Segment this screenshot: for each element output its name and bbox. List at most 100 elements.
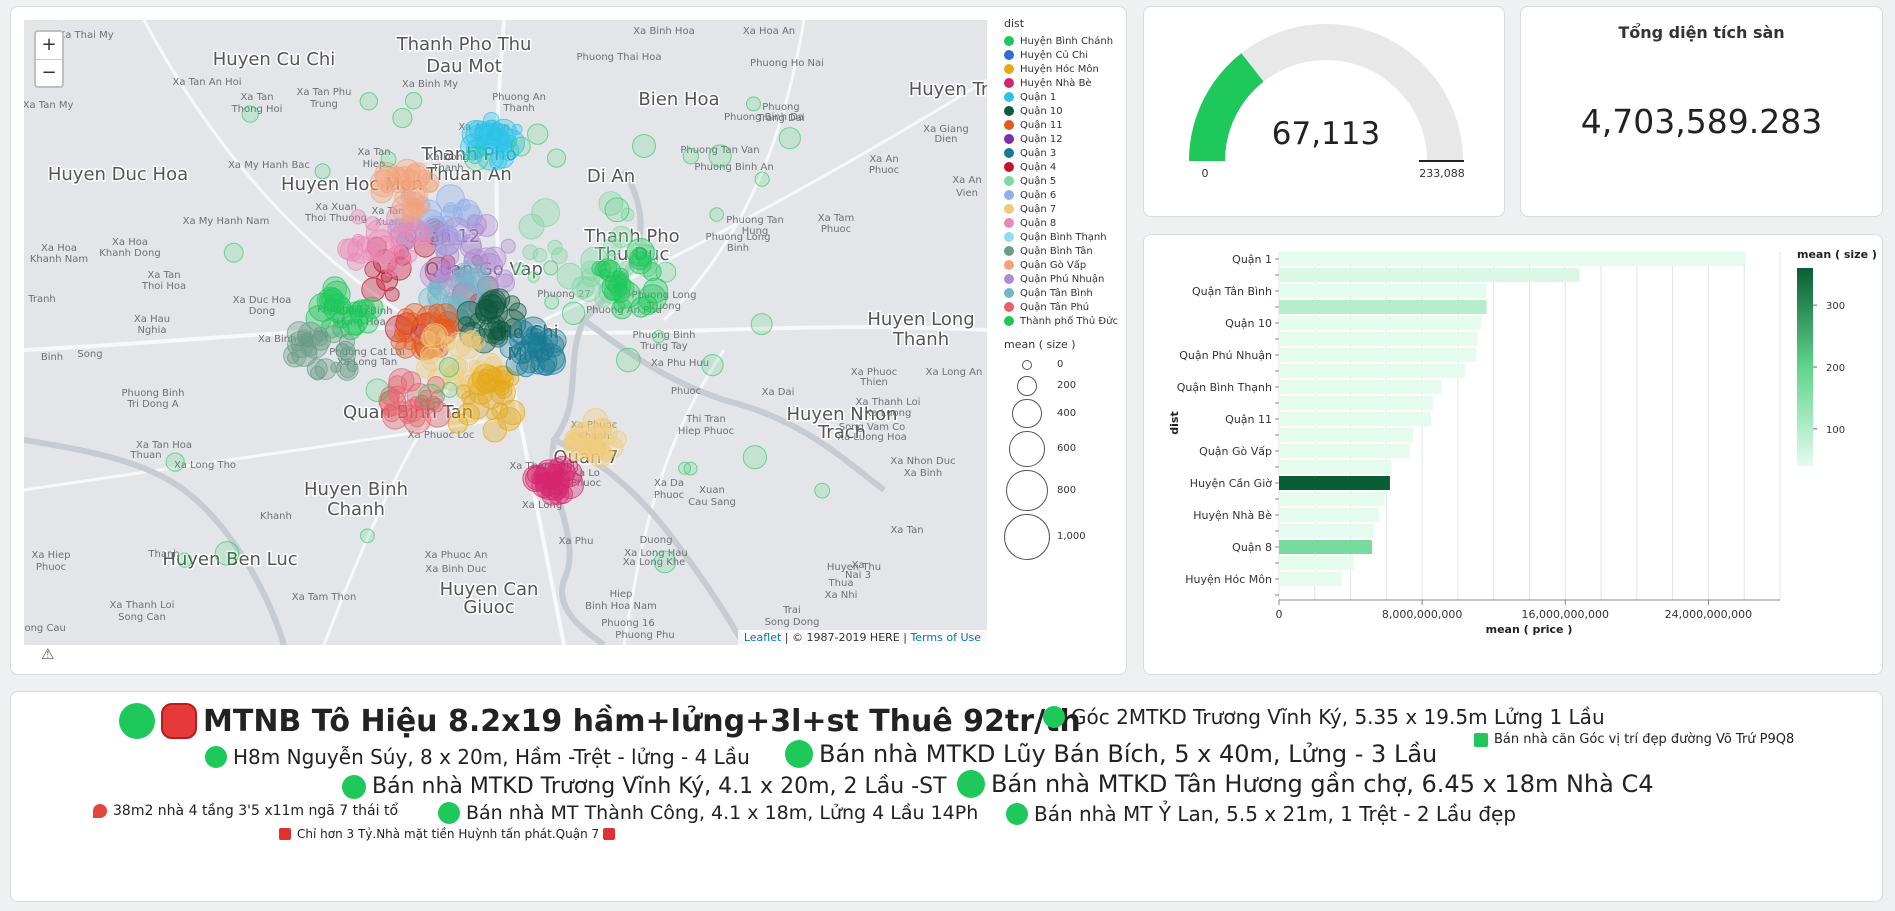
listing-point[interactable] [594,425,608,440]
listing-point[interactable] [603,437,624,458]
listing-point[interactable] [496,273,515,293]
listing-point[interactable] [708,144,732,168]
listing-point[interactable] [551,247,568,265]
bar[interactable] [1279,428,1414,442]
listing-point[interactable] [522,464,550,493]
bar[interactable] [1279,268,1580,282]
legend-item[interactable]: Huyện Bình Chánh [1004,34,1124,48]
bar[interactable] [1279,492,1385,506]
listing-point[interactable] [632,247,645,260]
listing-point[interactable] [322,276,348,302]
legend-item[interactable]: Quận 10 [1004,104,1124,118]
listing-point[interactable] [538,347,566,375]
bar[interactable] [1279,508,1380,522]
legend-item[interactable]: Quận Bình Tân [1004,244,1124,258]
listing-point[interactable] [438,357,460,378]
listing-point[interactable] [535,475,554,493]
listing-point[interactable] [499,399,526,426]
listing-point[interactable] [518,351,541,374]
listing-point[interactable] [223,242,244,263]
listing-point[interactable] [321,288,344,311]
bar[interactable] [1279,252,1747,266]
listing-point[interactable] [522,244,539,260]
listing-point[interactable] [469,125,484,140]
listing-point[interactable] [479,298,491,311]
listing-point[interactable] [420,331,436,347]
bar[interactable] [1279,556,1355,570]
listing-point[interactable] [709,207,725,222]
listing-point[interactable] [403,405,431,434]
listing-point[interactable] [542,328,567,353]
legend-item[interactable]: Quận 7 [1004,202,1124,216]
listing-point[interactable] [701,354,724,377]
listing-point[interactable] [384,166,409,191]
listing-point[interactable] [241,105,259,123]
legend-item[interactable]: Quận Bình Thạnh [1004,230,1124,244]
listing-point[interactable] [570,447,584,461]
bar[interactable] [1279,364,1466,378]
listing-point[interactable] [424,179,438,193]
bar[interactable] [1279,524,1374,538]
listing-title[interactable]: Bán nhà căn Góc vị trí đẹp đường Võ Trứ … [1474,732,1794,747]
bar[interactable] [1279,412,1432,426]
listing-point[interactable] [600,447,614,461]
listing-point[interactable] [412,227,426,241]
listing-point[interactable] [403,303,427,327]
listing-point[interactable] [754,171,770,187]
listing-point[interactable] [532,247,548,263]
listing-point[interactable] [434,243,448,257]
listing-point[interactable] [576,276,602,302]
listing-point[interactable] [491,365,512,386]
listing-point[interactable] [482,418,507,443]
listing-point[interactable] [394,158,421,186]
listing-point[interactable] [361,277,386,302]
listing-point[interactable] [370,180,394,204]
listing-point[interactable] [469,312,486,329]
listing-point[interactable] [408,410,426,428]
leaflet-link[interactable]: Leaflet [743,631,782,644]
listing-point[interactable] [638,284,667,313]
listing-point[interactable] [433,303,458,328]
listing-point[interactable] [505,353,529,376]
listing-point[interactable] [403,337,417,351]
bar[interactable] [1279,396,1433,410]
listing-point[interactable] [435,244,460,268]
listing-title[interactable]: Góc 2MTKD Trương Vĩnh Ký, 5.35 x 19.5m L… [1043,705,1605,729]
listing-point[interactable] [310,365,325,381]
legend-item[interactable]: Huyện Hóc Môn [1004,62,1124,76]
listing-point[interactable] [544,294,560,310]
listing-point[interactable] [504,295,521,312]
listing-point[interactable] [610,225,633,248]
listing-point[interactable] [461,390,476,405]
listing-point[interactable] [407,224,433,249]
listing-point[interactable] [557,462,576,482]
bar[interactable] [1279,348,1476,362]
listing-point[interactable] [361,296,384,320]
legend-item[interactable]: Quận 8 [1004,216,1124,230]
listing-point[interactable] [335,340,356,361]
listing-point[interactable] [497,139,520,162]
listing-point[interactable] [527,123,549,145]
legend-item[interactable]: Quận 12 [1004,132,1124,146]
listing-point[interactable] [678,461,692,475]
listing-point[interactable] [398,404,418,424]
listing-point[interactable] [177,552,193,568]
listing-point[interactable] [311,330,328,347]
listing-point[interactable] [477,291,506,319]
listing-point[interactable] [287,330,314,358]
listing-point[interactable] [518,213,545,240]
listing-point[interactable] [486,408,499,421]
bar[interactable] [1279,476,1390,490]
listing-point[interactable] [384,263,398,277]
map-view[interactable]: Thanh Pho Thu Dau Mot Bien Hoa Huyen Cu Chi… [24,20,987,645]
listing-point[interactable] [610,283,631,303]
listing-point[interactable] [446,331,473,358]
listing-point[interactable] [365,216,381,231]
listing-point[interactable] [527,270,540,284]
listing-title[interactable]: Bán nhà MTKD Trương Vĩnh Ký, 4.1 x 20m, … [342,774,947,799]
listing-point[interactable] [409,201,424,216]
listing-point[interactable] [399,178,415,194]
listing-point[interactable] [404,92,423,110]
listing-title[interactable]: Chỉ hơn 3 Tỷ.Nhà mặt tiền Huỳnh tấn phát… [279,827,616,841]
listing-point[interactable] [499,338,520,359]
